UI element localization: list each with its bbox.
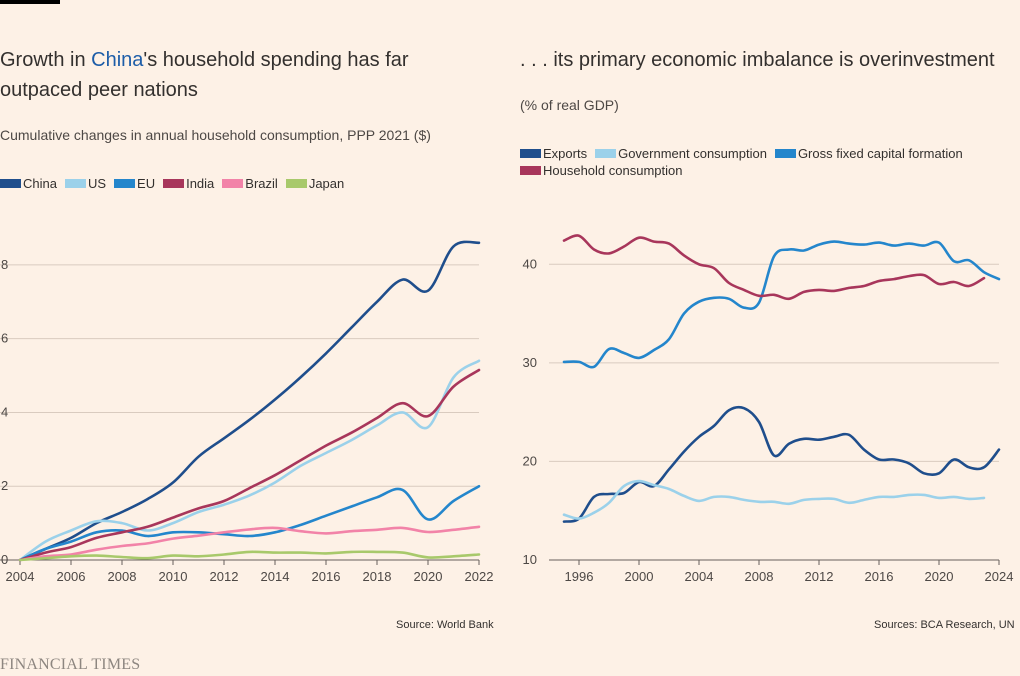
right-chart-title: . . . its primary economic imbalance is …: [520, 49, 995, 71]
right-x-tick-label: 2008: [745, 569, 774, 584]
left-x-tick-label: 2004: [6, 569, 35, 584]
left-legend-label: EU: [137, 176, 156, 191]
left-source: Source: World Bank: [396, 619, 494, 631]
left-x-tick-label: 2020: [414, 569, 443, 584]
left-legend-japan: Japan: [285, 175, 345, 192]
left-legend-label: India: [186, 176, 215, 191]
right-series-household-consumption: [562, 234, 986, 301]
left-series-japan: [18, 550, 481, 562]
left-y-tick-label: 4: [1, 404, 8, 419]
right-legend-exports: Exports: [520, 145, 587, 162]
right-series-gross-fixed-capital-formation: [562, 240, 1001, 369]
left-x-tick-label: 2022: [465, 569, 494, 584]
left-y-tick-label: 0: [1, 552, 8, 567]
left-legend-brazil: Brazil: [222, 175, 278, 192]
left-x-tick-label: 2014: [261, 569, 290, 584]
right-chart-legend: Exports Government consumption Gross fixed…: [520, 145, 1015, 179]
right-x-tick-label: 2004: [685, 569, 714, 584]
right-legend-household-consumption: Household consumption: [520, 162, 682, 179]
left-legend-eu: EU: [114, 175, 155, 192]
left-legend-label: US: [87, 176, 107, 191]
right-x-tick-label: 2000: [625, 569, 654, 584]
right-legend-gross-fixed-capital-formation: Gross fixed capital formation: [774, 145, 963, 162]
left-legend-swatch: [64, 179, 86, 188]
right-x-tick-label: 2012: [805, 569, 834, 584]
left-legend-swatch: [163, 179, 185, 188]
left-series-brazil: [18, 525, 481, 562]
left-y-tick-label: 8: [1, 257, 8, 272]
right-series-government-consumption: [562, 479, 986, 520]
left-legend-china: China: [0, 175, 57, 192]
left-legend-label: Japan: [308, 176, 345, 191]
right-y-tick-label: 10: [523, 552, 537, 567]
left-line-chart: 0 2 4 6 8 2004 2006 2008 2010 2012 2014 2016 2018 202…: [0, 240, 494, 584]
left-chart-legend: China US EU India Brazil Japan: [0, 175, 480, 192]
right-legend-swatch: [520, 166, 541, 175]
right-legend-label: Gross fixed capital formation: [797, 146, 963, 161]
left-series-us: [18, 359, 481, 562]
right-legend-government-consumption: Government consumption: [595, 145, 767, 162]
right-source: Sources: BCA Research, UN: [874, 619, 1015, 631]
left-legend-swatch: [114, 179, 136, 188]
right-y-tick-label: 40: [523, 256, 537, 271]
left-chart-subtitle: Cumulative changes in annual household c…: [0, 127, 431, 143]
left-x-tick-label: 2008: [108, 569, 137, 584]
left-legend-swatch: [222, 179, 244, 188]
left-title-pre: Growth in: [0, 49, 92, 71]
left-y-tick-label: 2: [1, 478, 8, 493]
ft-logo: FINANCIAL TIMES: [0, 656, 141, 673]
left-title-post: 's household spending has far outpaced p…: [0, 49, 409, 101]
right-y-tick-label: 30: [523, 355, 537, 370]
right-x-tick-label: 2024: [985, 569, 1014, 584]
left-title-highlight: China: [91, 49, 144, 71]
left-series-china: [18, 240, 481, 562]
right-legend-swatch: [520, 149, 541, 158]
left-x-tick-label: 2006: [57, 569, 86, 584]
right-legend-swatch: [595, 149, 617, 158]
left-series-india: [18, 368, 481, 562]
right-x-tick-label: 1996: [565, 569, 594, 584]
left-legend-swatch: [285, 179, 307, 188]
left-legend-india: India: [163, 175, 214, 192]
left-x-tick-label: 2018: [363, 569, 392, 584]
left-series-eu: [18, 484, 481, 562]
left-legend-us: US: [64, 175, 107, 192]
right-line-chart: 10 20 30 40 1996 2000 2004 2008 2012 2016 2020 2024: [523, 234, 1014, 584]
right-series-exports: [562, 405, 1001, 523]
right-x-tick-label: 2020: [925, 569, 954, 584]
right-legend-swatch: [774, 149, 796, 158]
left-x-tick-label: 2010: [159, 569, 188, 584]
left-x-tick-label: 2016: [312, 569, 341, 584]
right-legend-label: Government consumption: [618, 146, 767, 161]
left-x-tick-label: 2012: [210, 569, 239, 584]
right-y-tick-label: 20: [523, 453, 537, 468]
ft-top-bar: [0, 0, 60, 4]
right-legend-label: Exports: [543, 146, 588, 161]
right-legend-label: Household consumption: [543, 163, 683, 178]
left-y-tick-label: 6: [1, 331, 8, 346]
left-chart-title: Growth in China's household spending has…: [0, 45, 480, 105]
left-legend-swatch: [0, 179, 21, 188]
left-legend-label: Brazil: [245, 176, 278, 191]
right-x-tick-label: 2016: [865, 569, 894, 584]
left-legend-label: China: [23, 176, 57, 191]
right-chart-subtitle: (% of real GDP): [520, 97, 619, 113]
